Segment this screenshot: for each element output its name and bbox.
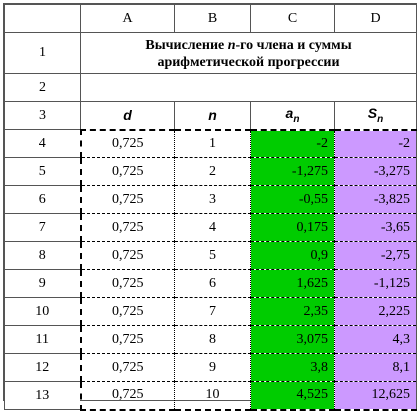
header-an-sub: n [293,114,300,126]
cell-n-value[interactable]: 5 [174,241,251,270]
data-row: 9 0,725 6 1,625 -1,125 [4,269,417,298]
cell-n-value[interactable]: 1 [174,128,251,158]
header-cell-n[interactable]: n [174,101,251,130]
cell-sn-value[interactable]: -3,825 [334,185,417,214]
row-header-1[interactable]: 1 [4,32,81,74]
empty-cell[interactable] [80,73,417,102]
header-cell-sn[interactable]: Sn [334,101,417,130]
cell-an-value[interactable]: -0,55 [250,185,335,214]
cell-an-value[interactable]: 3,075 [250,325,335,354]
header-an-base: a [285,105,294,122]
cell-sn-value[interactable]: 2,225 [334,297,417,326]
cell-sn-value[interactable]: 4,3 [334,325,417,354]
row-header[interactable]: 4 [4,129,81,158]
cell-n-value[interactable]: 4 [174,213,251,242]
cell-d-value[interactable]: 0,725 [79,325,175,354]
title-line1-pre: Вычисление [145,38,228,53]
data-row: 4 0,725 1 -2 -2 [4,128,417,158]
cell-an-value[interactable]: 3,8 [250,353,335,382]
cell-sn-value[interactable]: 8,1 [334,353,417,382]
cell-d-value[interactable]: 0,725 [79,185,175,214]
select-all-corner[interactable] [4,4,81,33]
cell-d-value[interactable]: 0,725 [79,241,175,270]
spreadsheet: A B C D 1 Вычисление n-го члена и суммы … [3,3,417,411]
cell-d-value[interactable]: 0,725 [79,213,175,242]
cell-n-value[interactable]: 7 [174,297,251,326]
sheet-row-2: 2 [4,73,417,102]
row-header[interactable]: 12 [4,353,81,382]
data-row: 7 0,725 4 0,175 -3,65 [4,213,417,242]
row-header[interactable]: 6 [4,185,81,214]
row-header-3[interactable]: 3 [4,101,81,130]
cell-sn-value[interactable]: -3,275 [334,157,417,186]
cell-n-value[interactable]: 8 [174,325,251,354]
cell-n-value[interactable]: 2 [174,157,251,186]
row-header[interactable]: 11 [4,325,81,354]
cell-sn-value[interactable]: -2,75 [334,241,417,270]
column-header-b[interactable]: B [174,4,251,33]
header-cell-d[interactable]: d [80,101,175,130]
data-row: 5 0,725 2 -1,275 -3,275 [4,157,417,186]
data-row: 11 0,725 8 3,075 4,3 [4,325,417,354]
cell-d-value[interactable]: 0,725 [79,157,175,186]
cell-sn-value[interactable]: 12,625 [334,381,417,411]
cell-an-value[interactable]: -2 [250,128,335,158]
column-header-c[interactable]: C [250,4,335,33]
cell-n-value[interactable]: 6 [174,269,251,298]
data-row: 13 0,725 10 4,525 12,625 [4,381,417,411]
sheet-row-1: 1 Вычисление n-го члена и суммы арифмети… [4,32,417,74]
sheet-row-3: 3 d n an Sn [4,101,417,130]
header-sn-sub: n [377,114,384,126]
cell-d-value[interactable]: 0,725 [79,381,175,411]
title-variable: n [227,38,236,53]
title-line1-post: -го члена и суммы [235,38,352,53]
cell-n-value[interactable]: 3 [174,185,251,214]
header-sn-base: S [367,105,378,122]
column-header-row: A B C D [4,4,417,33]
row-header[interactable]: 13 [4,381,81,410]
cell-d-value[interactable]: 0,725 [79,297,175,326]
cell-d-value[interactable]: 0,725 [79,128,175,158]
cell-sn-value[interactable]: -1,125 [334,269,417,298]
row-header[interactable]: 5 [4,157,81,186]
cell-n-value[interactable]: 9 [174,353,251,382]
title-cell[interactable]: Вычисление n-го члена и суммы арифметиче… [80,32,417,74]
data-row: 8 0,725 5 0,9 -2,75 [4,241,417,270]
cell-sn-value[interactable]: -2 [334,128,417,158]
cell-an-value[interactable]: 4,525 [250,381,335,411]
cell-d-value[interactable]: 0,725 [79,353,175,382]
cell-an-value[interactable]: -1,275 [250,157,335,186]
row-header[interactable]: 10 [4,297,81,326]
data-row: 12 0,725 9 3,8 8,1 [4,353,417,382]
cell-an-value[interactable]: 0,9 [250,241,335,270]
row-header[interactable]: 8 [4,241,81,270]
spreadsheet-grid: A B C D 1 Вычисление n-го члена и суммы … [4,4,417,411]
cell-an-value[interactable]: 2,35 [250,297,335,326]
cell-d-value[interactable]: 0,725 [79,269,175,298]
cell-an-value[interactable]: 0,175 [250,213,335,242]
column-header-d[interactable]: D [334,4,417,33]
column-header-a[interactable]: A [80,4,175,33]
cell-n-value[interactable]: 10 [174,381,251,411]
row-header-2[interactable]: 2 [4,73,81,102]
title-line2: арифметической прогрессии [157,55,340,70]
data-row: 6 0,725 3 -0,55 -3,825 [4,185,417,214]
cell-an-value[interactable]: 1,625 [250,269,335,298]
cell-sn-value[interactable]: -3,65 [334,213,417,242]
data-row: 10 0,725 7 2,35 2,225 [4,297,417,326]
header-cell-an[interactable]: an [250,101,335,130]
row-header[interactable]: 9 [4,269,81,298]
row-header[interactable]: 7 [4,213,81,242]
